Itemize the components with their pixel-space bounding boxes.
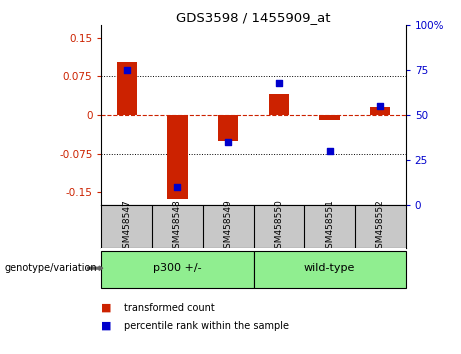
FancyBboxPatch shape — [101, 251, 254, 288]
Bar — [218, 115, 238, 141]
Point — [123, 67, 130, 73]
Point — [174, 184, 181, 190]
Text: genotype/variation: genotype/variation — [5, 263, 97, 273]
Text: ■: ■ — [101, 321, 112, 331]
Text: GSM458550: GSM458550 — [274, 199, 284, 254]
Point — [225, 139, 232, 145]
Text: GSM458552: GSM458552 — [376, 199, 385, 254]
Bar — [167, 115, 188, 199]
Text: wild-type: wild-type — [304, 263, 355, 273]
FancyBboxPatch shape — [254, 251, 406, 288]
Bar — [269, 95, 289, 115]
Bar — [319, 115, 340, 120]
Text: GSM458547: GSM458547 — [122, 199, 131, 254]
Point — [326, 148, 333, 154]
Text: percentile rank within the sample: percentile rank within the sample — [124, 321, 290, 331]
Bar — [370, 107, 390, 115]
Text: transformed count: transformed count — [124, 303, 215, 313]
Text: GSM458551: GSM458551 — [325, 199, 334, 254]
Bar — [117, 62, 137, 115]
Text: ■: ■ — [101, 303, 112, 313]
Text: p300 +/-: p300 +/- — [153, 263, 202, 273]
Text: GSM458549: GSM458549 — [224, 199, 233, 254]
Point — [275, 80, 283, 85]
Point — [377, 103, 384, 109]
Text: GSM458548: GSM458548 — [173, 199, 182, 254]
Title: GDS3598 / 1455909_at: GDS3598 / 1455909_at — [176, 11, 331, 24]
